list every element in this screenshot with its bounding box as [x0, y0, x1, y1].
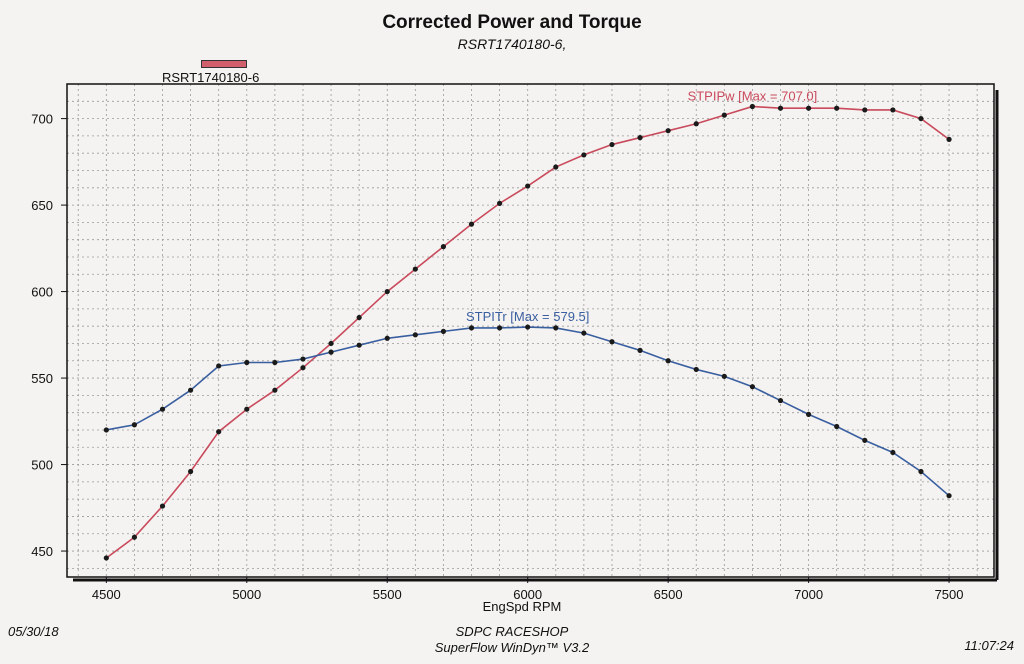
- data-point-stpitr: [328, 349, 334, 355]
- data-point-stpitr: [890, 449, 896, 456]
- tick-layer: 4500 5000 5500 6000 6500 7000 7500 450 500 550 600…: [31, 112, 963, 602]
- data-point-stpitr: [131, 422, 138, 428]
- data-point-stpitr: [946, 493, 952, 499]
- data-point-stpitr: [581, 330, 587, 336]
- data-point-stpipw: [131, 534, 138, 540]
- legend-swatch: [201, 60, 247, 68]
- data-point-stpipw: [440, 244, 447, 250]
- data-point-stpipw: [609, 141, 615, 148]
- grid-layer: [67, 83, 994, 577]
- x-tick-label: 5000: [232, 587, 261, 602]
- data-point-stpitr: [216, 363, 222, 369]
- x-tick-label: 7000: [794, 587, 823, 602]
- data-point-stpitr: [412, 332, 418, 338]
- data-point-stpitr: [721, 373, 727, 379]
- data-point-stpipw: [749, 103, 756, 110]
- x-tick-label: 6000: [513, 587, 542, 602]
- data-point-stpitr: [497, 325, 503, 331]
- data-point-stpitr: [300, 356, 306, 362]
- data-point-stpipw: [721, 112, 727, 118]
- data-point-stpipw: [637, 135, 643, 141]
- data-point-stpipw: [412, 266, 418, 272]
- data-point-stpitr: [272, 359, 278, 366]
- data-point-stpitr: [244, 359, 250, 366]
- footer-date: 05/30/18: [8, 624, 59, 639]
- data-point-stpipw: [300, 365, 306, 371]
- data-point-stpitr: [159, 406, 166, 412]
- y-tick-label: 450: [31, 544, 53, 559]
- legend-label: RSRT1740180-6: [162, 70, 260, 85]
- annotation-stpipw: STPIPw [Max = 707.0]: [688, 88, 818, 103]
- y-tick-label: 600: [31, 285, 53, 300]
- data-point-stpipw: [188, 468, 194, 475]
- data-point-stpitr: [665, 358, 671, 364]
- data-point-stpipw: [693, 121, 699, 127]
- data-point-stpipw: [525, 183, 531, 189]
- data-point-stpitr: [862, 437, 868, 443]
- footer-time: 11:07:24: [964, 638, 1014, 653]
- footer-shop: SDPC RACESHOP: [455, 624, 569, 639]
- x-tick-label: 4500: [92, 587, 121, 602]
- y-tick-label: 500: [31, 458, 53, 473]
- data-point-stpitr: [637, 347, 643, 353]
- data-point-stpipw: [946, 136, 952, 142]
- data-point-stpitr: [468, 325, 475, 331]
- data-point-stpitr: [356, 342, 362, 348]
- data-point-stpipw: [890, 107, 896, 113]
- data-point-stpitr: [609, 339, 615, 345]
- data-point-stpitr: [525, 324, 531, 330]
- data-point-stpipw: [103, 555, 109, 561]
- x-tick-label: 7500: [935, 587, 964, 602]
- data-point-stpipw: [159, 503, 166, 509]
- x-tick-label: 6500: [654, 587, 683, 602]
- data-point-stpipw: [272, 387, 278, 393]
- data-point-stpipw: [665, 128, 671, 134]
- data-point-stpitr: [188, 387, 194, 393]
- data-point-stpitr: [440, 328, 447, 334]
- data-point-stpitr: [918, 468, 924, 475]
- y-tick-label: 700: [31, 112, 53, 127]
- data-point-stpipw: [581, 152, 587, 158]
- data-point-stpitr: [693, 366, 699, 373]
- footer-software: SuperFlow WinDyn™ V3.2: [434, 640, 590, 655]
- data-point-stpipw: [777, 105, 784, 111]
- data-point-stpipw: [328, 340, 334, 347]
- y-tick-label: 550: [31, 371, 53, 386]
- data-point-stpipw: [497, 200, 503, 206]
- x-axis-label: EngSpd RPM: [483, 599, 562, 614]
- chart-subtitle: RSRT1740180-6,: [457, 36, 567, 52]
- data-point-stpipw: [216, 429, 222, 435]
- plot-frame: [66, 83, 995, 578]
- chart-title: Corrected Power and Torque: [382, 12, 642, 33]
- data-point-stpipw: [862, 107, 868, 113]
- y-tick-label: 650: [31, 198, 53, 213]
- data-point-stpipw: [834, 105, 840, 111]
- x-tick-label: 5500: [373, 587, 402, 602]
- data-point-stpipw: [244, 406, 250, 412]
- data-point-stpipw: [356, 314, 362, 321]
- data-point-stpitr: [384, 335, 390, 341]
- data-point-stpitr: [749, 384, 756, 390]
- data-point-stpipw: [806, 105, 812, 111]
- data-point-stpitr: [806, 411, 812, 417]
- data-point-stpipw: [468, 221, 475, 227]
- data-point-stpipw: [384, 288, 390, 295]
- annotation-stpitr: STPITr [Max = 579.5]: [466, 309, 589, 324]
- series-layer: STPIPw [Max = 707.0] STPITr [Max = 579.5]: [103, 88, 952, 561]
- data-point-stpitr: [103, 427, 109, 433]
- data-point-stpitr: [834, 423, 840, 430]
- data-point-stpitr: [777, 397, 784, 404]
- data-point-stpitr: [553, 325, 559, 331]
- data-point-stpipw: [553, 164, 559, 170]
- data-point-stpipw: [918, 115, 924, 122]
